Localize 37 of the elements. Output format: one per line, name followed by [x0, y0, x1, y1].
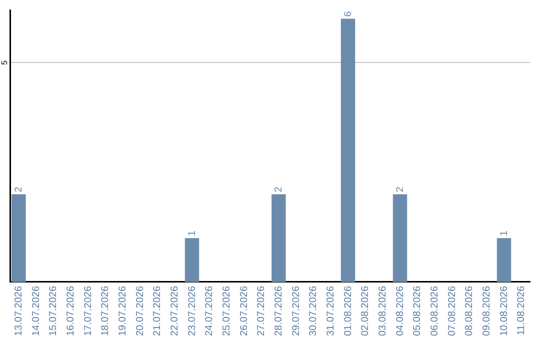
data-label: 6 [342, 10, 354, 17]
x-tick-label: 14.07.2026 [30, 286, 42, 336]
x-tick-label: 28.07.2026 [273, 286, 284, 336]
x-tick-label: 03.08.2026 [377, 286, 388, 336]
x-tick-label: 05.08.2026 [412, 286, 424, 336]
x-tick-label: 23.07.2026 [186, 286, 198, 336]
x-tick-label: 26.07.2026 [238, 286, 250, 336]
x-tick-label: 08.08.2026 [464, 286, 476, 336]
x-tick-label: 29.07.2026 [290, 286, 302, 336]
x-tick-label: 31.07.2026 [325, 286, 336, 336]
x-tick-label: 15.07.2026 [48, 286, 60, 336]
x-tick-label: 25.07.2026 [221, 286, 232, 336]
x-tick-label: 07.08.2026 [446, 286, 458, 336]
x-tick-label: 17.07.2026 [82, 286, 94, 336]
data-label: 1 [498, 230, 510, 236]
x-tick-label: 20.07.2026 [134, 286, 146, 336]
x-tick-label: 11.08.2026 [516, 286, 528, 336]
data-label: 2 [273, 186, 284, 192]
x-tick-label: 10.08.2026 [498, 286, 510, 336]
x-tick-label: 30.07.2026 [308, 286, 320, 336]
x-tick-label: 27.07.2026 [256, 286, 268, 336]
x-tick-label: 13.07.2026 [13, 286, 24, 336]
x-tick-label: 18.07.2026 [100, 286, 112, 336]
x-tick-label: 04.08.2026 [394, 286, 406, 336]
x-tick-label: 16.07.2026 [65, 286, 76, 336]
x-tick-label: 22.07.2026 [169, 286, 180, 336]
x-tick-label: 02.08.2026 [360, 286, 372, 336]
x-tick-label: 01.08.2026 [342, 286, 354, 336]
x-tick-label: 21.07.2026 [152, 286, 164, 336]
data-label: 2 [394, 186, 406, 192]
x-tick-label: 06.08.2026 [429, 286, 440, 336]
x-tick-label: 19.07.2026 [117, 286, 128, 336]
x-tick-label: 09.08.2026 [481, 286, 492, 336]
data-label: 1 [186, 230, 198, 236]
data-label: 2 [13, 186, 24, 192]
y-tick-label: 5 [0, 60, 10, 65]
x-tick-label: 24.07.2026 [204, 286, 216, 336]
